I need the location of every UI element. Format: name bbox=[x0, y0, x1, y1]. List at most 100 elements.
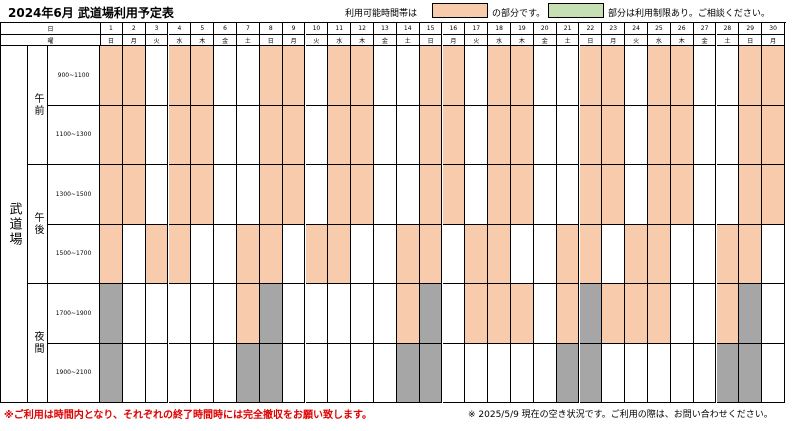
slot-cell bbox=[648, 165, 671, 225]
day-number: 15 bbox=[419, 23, 443, 35]
note-right: ※ 2025/5/9 現在の空き状況です。ご利用の際は、お問い合わせください。 bbox=[468, 410, 773, 420]
slot-cell bbox=[328, 165, 352, 225]
slot-cell bbox=[693, 105, 717, 165]
slot-cell bbox=[739, 224, 763, 284]
slot-cell bbox=[122, 343, 146, 403]
slot-cell bbox=[374, 165, 397, 225]
slot-cell bbox=[168, 224, 192, 284]
slot-cell bbox=[625, 165, 648, 225]
weekday: 金 bbox=[533, 35, 557, 46]
slot-cell bbox=[396, 284, 420, 344]
day-number: 8 bbox=[259, 23, 283, 35]
day-number: 4 bbox=[168, 23, 192, 35]
slot-cell bbox=[419, 46, 443, 106]
slot-cell bbox=[511, 284, 534, 344]
slot-cell bbox=[693, 46, 717, 106]
slot-cell bbox=[237, 105, 260, 165]
facility-label: 武道場 bbox=[1, 46, 28, 403]
slot-cell bbox=[419, 224, 443, 284]
slot-cell bbox=[511, 165, 534, 225]
slot-cell bbox=[168, 284, 192, 344]
day-number: 22 bbox=[579, 23, 603, 35]
slot-cell bbox=[670, 165, 694, 225]
slot-cell bbox=[396, 46, 420, 106]
slot-cell bbox=[305, 105, 329, 165]
slot-cell bbox=[374, 224, 397, 284]
slot-cell bbox=[122, 46, 146, 106]
slot-cell bbox=[556, 224, 580, 284]
slot-cell bbox=[693, 284, 717, 344]
weekday: 水 bbox=[168, 35, 192, 46]
slot-cell bbox=[716, 284, 740, 344]
slot-cell bbox=[351, 46, 374, 106]
slot-cell bbox=[191, 284, 215, 344]
weekday: 水 bbox=[328, 35, 352, 46]
slot-cell bbox=[511, 46, 534, 106]
weekday: 月 bbox=[442, 35, 466, 46]
slot-cell bbox=[145, 46, 169, 106]
slot-cell bbox=[122, 105, 146, 165]
day-number: 23 bbox=[602, 23, 626, 35]
day-number: 14 bbox=[396, 23, 420, 35]
slot-cell bbox=[396, 343, 420, 403]
slot-cell bbox=[488, 343, 511, 403]
day-number: 13 bbox=[374, 23, 397, 35]
slot-cell bbox=[556, 284, 580, 344]
slot-cell bbox=[282, 165, 306, 225]
slot-cell bbox=[488, 105, 511, 165]
slot-cell bbox=[465, 105, 489, 165]
slot-cell bbox=[602, 165, 626, 225]
day-number: 25 bbox=[648, 23, 671, 35]
slot-cell bbox=[579, 343, 603, 403]
slot-cell bbox=[556, 165, 580, 225]
slot-cell bbox=[237, 224, 260, 284]
slot-cell bbox=[625, 46, 648, 106]
slot-cell bbox=[511, 105, 534, 165]
slot-cell bbox=[693, 165, 717, 225]
slot-cell bbox=[442, 46, 466, 106]
slot-cell bbox=[442, 343, 466, 403]
slot-cell bbox=[100, 343, 123, 403]
slot-cell bbox=[100, 224, 123, 284]
slot-cell bbox=[259, 224, 283, 284]
weekday: 木 bbox=[191, 35, 215, 46]
slot-cell bbox=[739, 105, 763, 165]
weekday: 月 bbox=[282, 35, 306, 46]
slot-cell bbox=[442, 284, 466, 344]
day-number: 17 bbox=[465, 23, 489, 35]
weekday: 日 bbox=[579, 35, 603, 46]
weekday: 火 bbox=[145, 35, 169, 46]
slot-cell bbox=[145, 165, 169, 225]
slot-label: 900~1100 bbox=[48, 46, 100, 106]
slot-cell bbox=[214, 105, 237, 165]
slot-cell bbox=[442, 105, 466, 165]
slot-cell bbox=[762, 343, 785, 403]
slot-cell bbox=[716, 224, 740, 284]
slot-cell bbox=[282, 224, 306, 284]
slot-cell bbox=[305, 165, 329, 225]
slot-cell bbox=[533, 165, 557, 225]
slot-cell bbox=[533, 46, 557, 106]
day-number: 1 bbox=[100, 23, 123, 35]
slot-cell bbox=[579, 46, 603, 106]
slot-cell bbox=[419, 343, 443, 403]
slot-cell bbox=[556, 46, 580, 106]
slot-cell bbox=[533, 343, 557, 403]
weekday: 木 bbox=[670, 35, 694, 46]
slot-cell bbox=[533, 284, 557, 344]
slot-cell bbox=[442, 165, 466, 225]
slot-cell bbox=[214, 224, 237, 284]
slot-cell bbox=[465, 165, 489, 225]
day-number: 27 bbox=[693, 23, 717, 35]
slot-cell bbox=[282, 343, 306, 403]
slot-cell bbox=[191, 46, 215, 106]
slot-cell bbox=[670, 343, 694, 403]
slot-cell bbox=[625, 343, 648, 403]
weekday: 火 bbox=[465, 35, 489, 46]
slot-cell bbox=[488, 224, 511, 284]
slot-cell bbox=[648, 224, 671, 284]
slot-cell bbox=[259, 46, 283, 106]
day-number: 5 bbox=[191, 23, 215, 35]
slot-cell bbox=[237, 343, 260, 403]
